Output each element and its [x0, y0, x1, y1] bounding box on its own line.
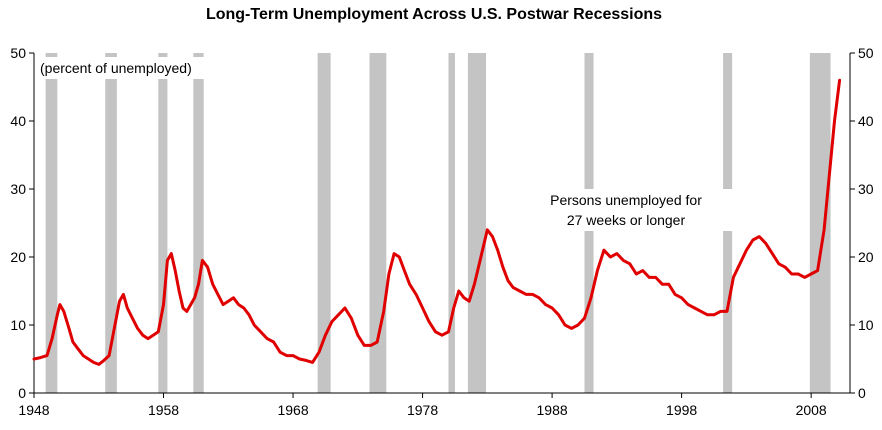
tick-labels: 0 0 10 10 20 20 30 30 40 40 50 50 1948 1958 1968 1978 19… [10, 45, 873, 418]
series-line-long-term-unemployment [32, 78, 842, 366]
y-tick-label-left: 10 [10, 317, 26, 333]
x-tick-label: 1978 [407, 402, 438, 418]
recession-band [809, 53, 831, 393]
axes [33, 53, 851, 394]
x-tick-label: 1948 [18, 402, 49, 418]
series-layer [32, 78, 842, 366]
recession-band [45, 53, 58, 393]
x-tick-label: 1998 [666, 402, 697, 418]
y-tick-label-right: 10 [858, 317, 874, 333]
x-tick-label: 1968 [277, 402, 308, 418]
recession-bands [45, 53, 831, 393]
y-tick-label-left: 30 [10, 181, 26, 197]
y-tick-label-left: 50 [10, 45, 26, 61]
chart-title: Long-Term Unemployment Across U.S. Postw… [206, 6, 662, 23]
x-tick-label: 1958 [148, 402, 179, 418]
y-tick-label-left: 40 [10, 113, 26, 129]
y-tick-label-right: 20 [858, 249, 874, 265]
annotation-line-1: Persons unemployed for [550, 192, 702, 208]
y-tick-label-left: 20 [10, 249, 26, 265]
recession-band [317, 53, 331, 393]
y-tick-label-right: 0 [858, 385, 866, 401]
recession-band [448, 53, 455, 393]
x-tick-label: 1988 [537, 402, 568, 418]
x-tick-label: 2008 [796, 402, 827, 418]
y-tick-label-left: 0 [18, 385, 26, 401]
units-note: (percent of unemployed) [40, 60, 192, 76]
recession-band [369, 53, 387, 393]
y-tick-label-right: 50 [858, 45, 874, 61]
y-tick-label-right: 30 [858, 181, 874, 197]
recession-band [193, 53, 204, 393]
y-tick-label-right: 40 [858, 113, 874, 129]
recession-band [467, 53, 487, 393]
annotation-line-2: 27 weeks or longer [567, 212, 686, 228]
annotation-background [518, 189, 736, 231]
recession-band [158, 53, 168, 393]
units-note-background [37, 57, 221, 79]
recession-band [105, 53, 117, 393]
